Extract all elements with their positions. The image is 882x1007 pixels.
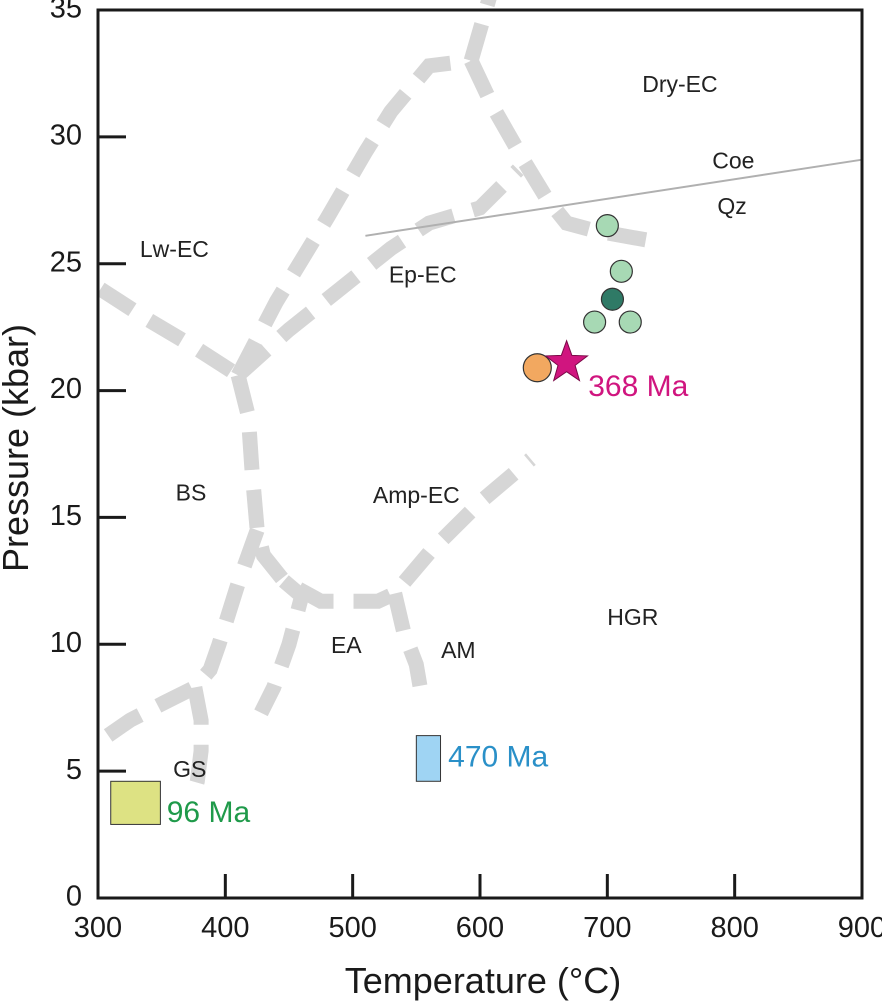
x-tick-label-2: 500: [328, 912, 376, 944]
sample-markers: [110, 214, 642, 825]
age-label-0: 368 Ma: [588, 370, 688, 403]
facies-boundary-3: [231, 53, 473, 379]
axis-ticks: 300 400 500 600 700 800 900 0 5 10 15 20 25 30 35: [50, 0, 882, 944]
sample-dot-2: [600, 287, 625, 311]
y-tick-label-6: 30: [50, 120, 82, 152]
y-tick-label-2: 10: [50, 627, 82, 659]
facies-label-0: Dry-EC: [642, 71, 717, 97]
sample-dot-4: [618, 310, 642, 334]
y-tick-label-7: 35: [50, 0, 82, 25]
facies-label-9: AM: [441, 637, 476, 663]
facies-label-3: Lw-EC: [140, 236, 209, 262]
sample-dot-3: [582, 310, 607, 334]
y-tick-label-5: 25: [50, 246, 82, 278]
sample-dot-1: [609, 259, 633, 283]
coesite-quartz-line-group: [365, 158, 863, 237]
sample-dot-0: [595, 214, 619, 238]
x-tick-label-1: 400: [201, 912, 249, 944]
sample-dot-5: [522, 353, 552, 383]
facies-label-6: Amp-EC: [373, 482, 460, 508]
age-box-blue: [415, 735, 442, 782]
y-tick-label-4: 20: [50, 373, 82, 405]
x-tick-label-4: 700: [583, 912, 631, 944]
x-tick-label-0: 300: [74, 912, 122, 944]
x-tick-label-6: 900: [838, 912, 882, 944]
facies-label-10: GS: [173, 756, 206, 782]
facies-label-1: Coe: [712, 147, 754, 173]
facies-boundary-7: [184, 685, 209, 802]
coesite-quartz-line: [365, 158, 863, 237]
facies-labels: Dry-EC Coe Qz Lw-EC Ep-EC BS Amp-EC HGR EA AM GS 36…: [140, 71, 755, 829]
age-label-2: 96 Ma: [167, 796, 251, 829]
y-tick-label-1: 5: [66, 754, 82, 786]
x-tick-label-5: 800: [710, 912, 758, 944]
age-label-1: 470 Ma: [448, 740, 548, 773]
facies-label-4: Ep-EC: [389, 261, 457, 287]
facies-label-7: HGR: [607, 604, 658, 630]
facies-boundary-0: [96, 282, 243, 382]
facies-boundaries: [96, 0, 654, 802]
facies-boundary-6: [96, 527, 265, 747]
facies-boundary-8: [254, 575, 311, 717]
facies-boundary-5: [464, 57, 654, 249]
x-axis-title: Temperature (°C): [345, 960, 621, 1001]
facies-label-5: BS: [176, 480, 207, 506]
facies-boundary-2: [230, 373, 536, 609]
facies-label-2: Qz: [717, 193, 746, 219]
facies-boundary-9: [387, 591, 428, 689]
y-axis-title: Pressure (kbar): [0, 324, 36, 572]
facies-boundary-4: [463, 0, 497, 63]
facies-label-8: EA: [331, 632, 362, 658]
star-marker: [544, 339, 589, 382]
y-tick-label-0: 0: [66, 881, 82, 913]
y-tick-label-3: 15: [50, 500, 82, 532]
x-tick-label-3: 600: [456, 912, 504, 944]
facies-boundary-1: [233, 164, 524, 381]
age-box-yellow: [110, 780, 161, 825]
